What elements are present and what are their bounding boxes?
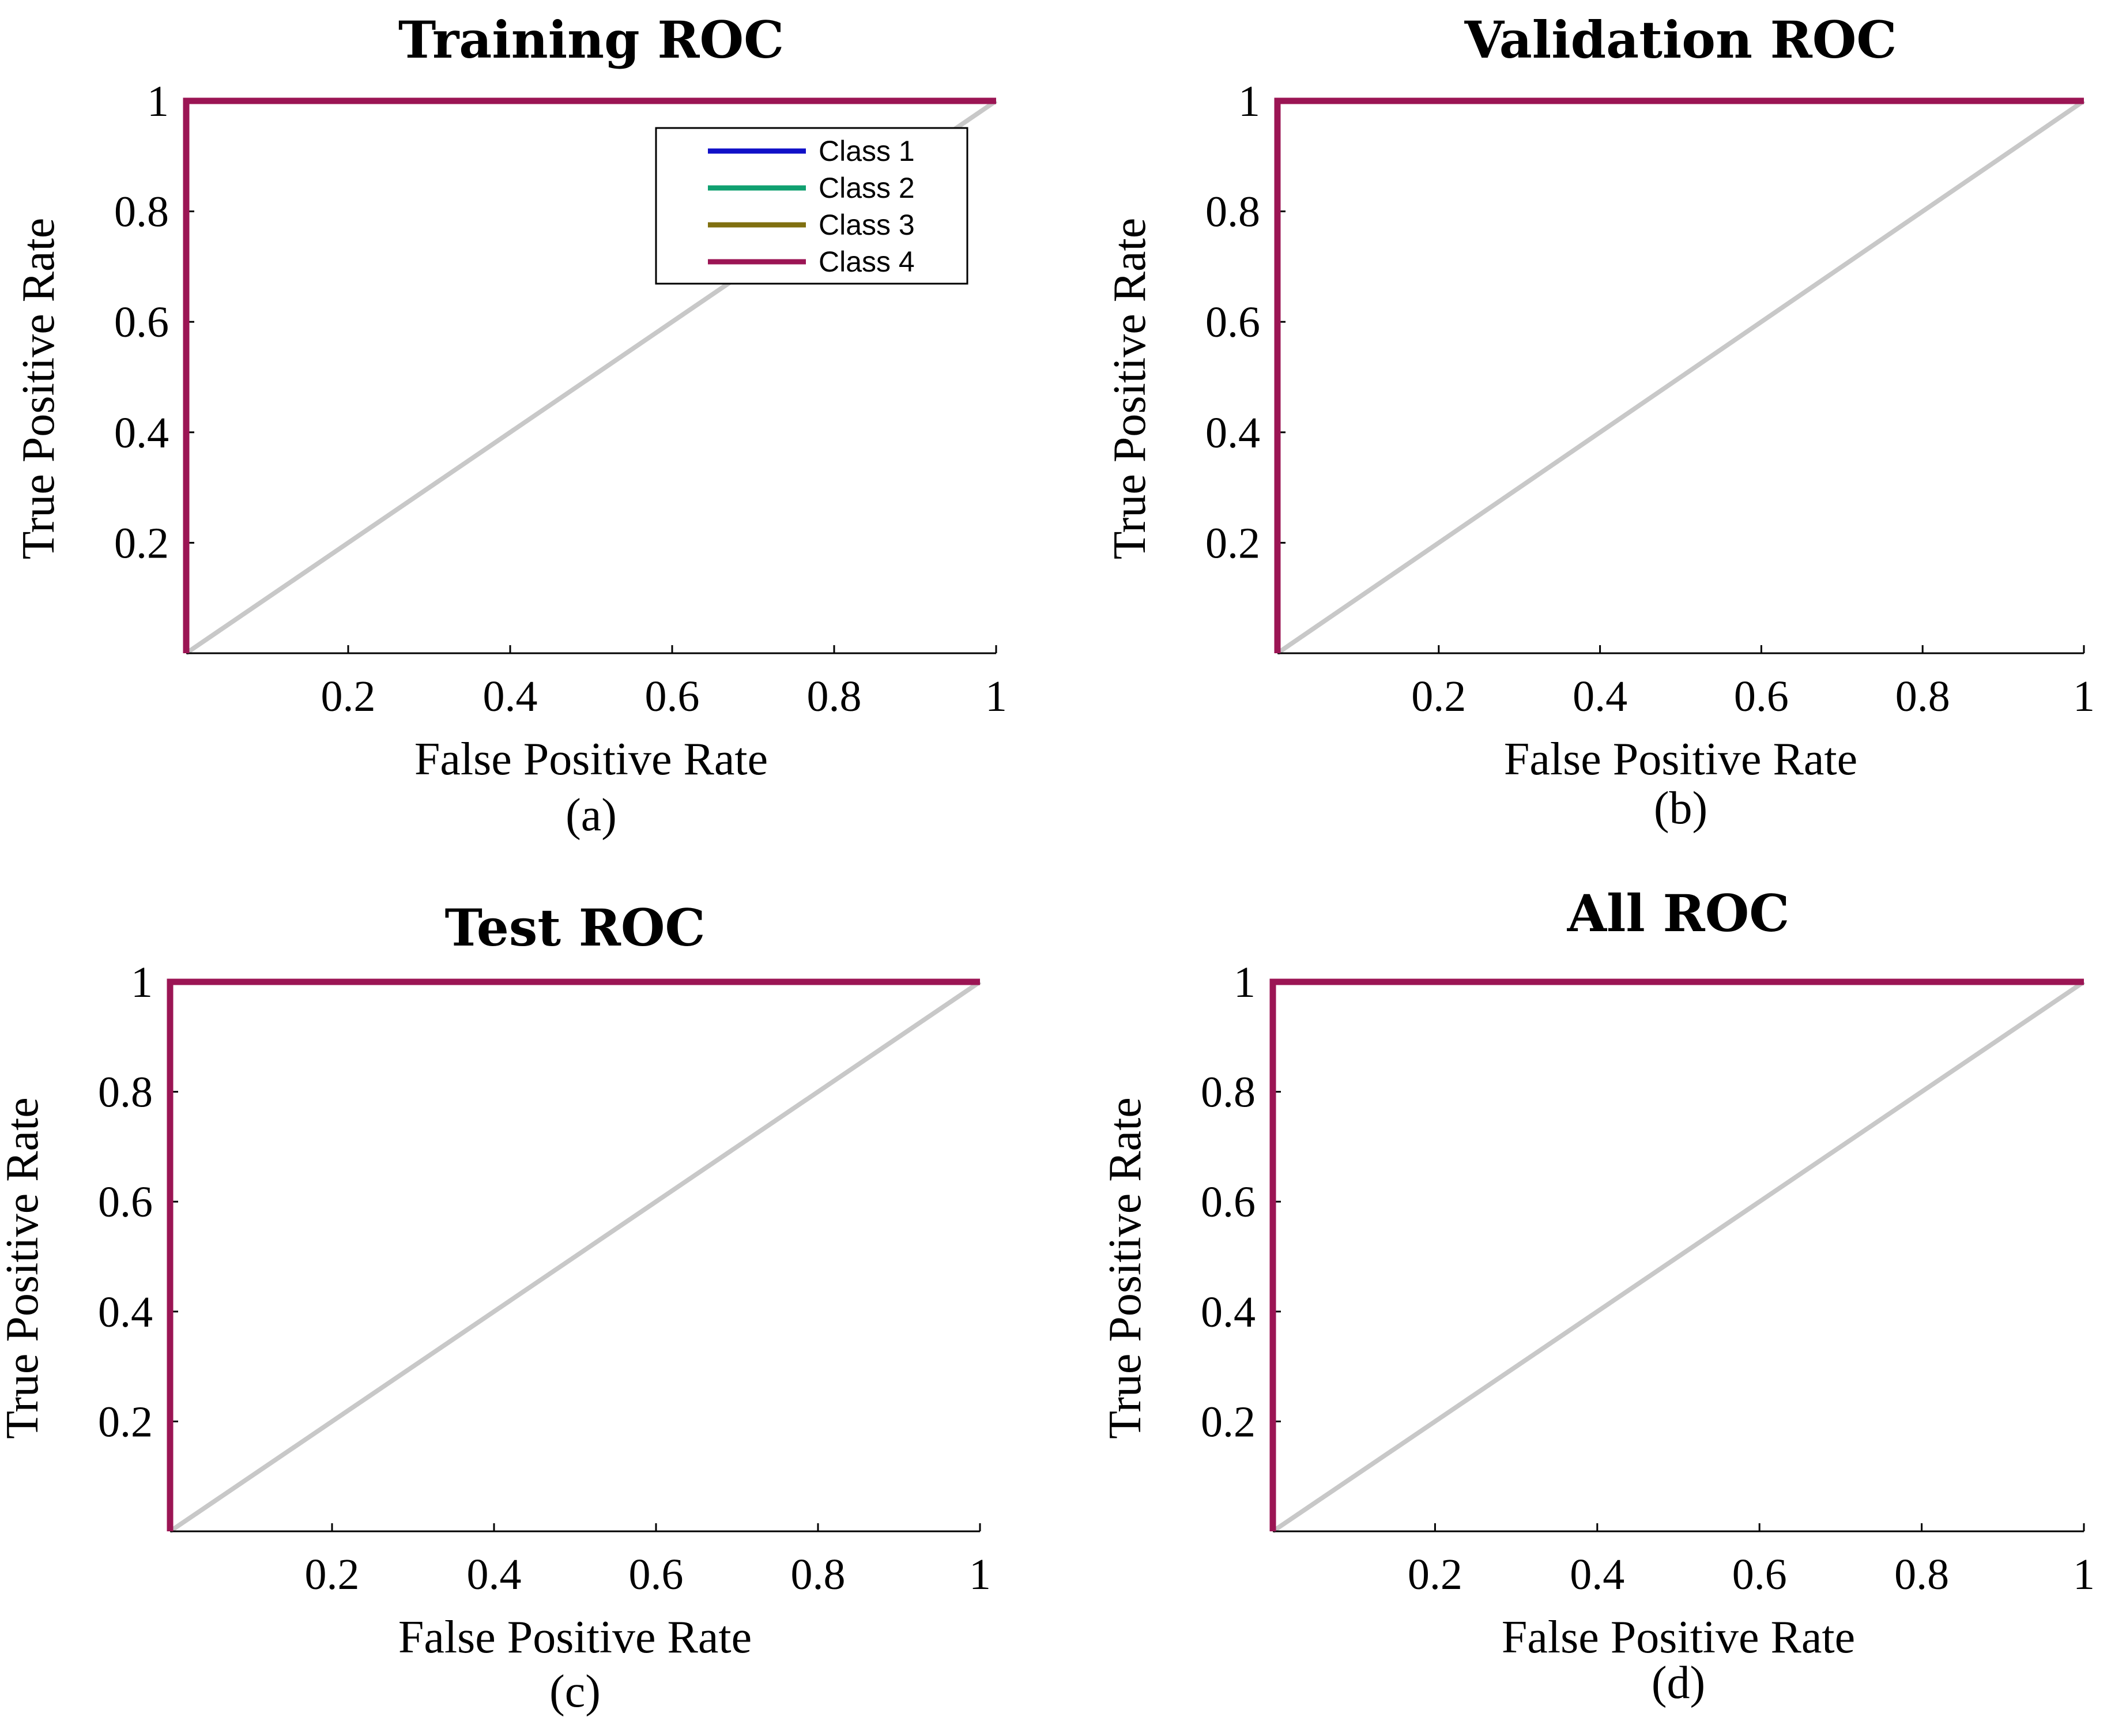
- x-tick-label: 0.2: [305, 1550, 360, 1599]
- roc-panel-a: Training ROC 0.2 0.4 0.6 0.8 1 0.2 0.4 0.6 0.8 1 Fa…: [13, 10, 1007, 841]
- x-tick-label: 0.2: [1411, 672, 1466, 721]
- y-tick-label: 0.4: [98, 1288, 153, 1336]
- x-tick-label: 0.2: [321, 672, 376, 721]
- roc-panel-c: Test ROC 0.2 0.4 0.6 0.8 1 0.2 0.4 0.6 0.8 1 False …: [0, 898, 991, 1717]
- panel-title: All ROC: [1567, 883, 1790, 943]
- y-tick-label: 0.4: [1205, 409, 1260, 457]
- roc-panel-b: Validation ROC 0.2 0.4 0.6 0.8 1 0.2 0.4 0.6 0.8 1…: [1104, 10, 2095, 834]
- y-tick-label: 0.6: [114, 298, 169, 347]
- y-tick-label: 1: [1234, 958, 1256, 1007]
- y-tick-label: 0.8: [1201, 1068, 1256, 1117]
- chance-diagonal-line: [168, 980, 982, 1534]
- x-tick-label: 0.4: [483, 672, 538, 721]
- y-tick-label: 1: [1238, 77, 1260, 126]
- x-tick-label: 0.8: [791, 1550, 846, 1599]
- x-tick-label: 1: [969, 1550, 991, 1599]
- panel-title: Test ROC: [444, 898, 705, 958]
- x-tick-label: 0.4: [1570, 1550, 1624, 1599]
- roc-curve-class-4: [1274, 97, 2084, 653]
- roc-panel-d: All ROC 0.2 0.4 0.6 0.8 1 0.2 0.4 0.6 0.8 1 False P…: [1100, 883, 2095, 1708]
- x-axis-label: False Positive Rate: [398, 1612, 752, 1663]
- y-axis-label: True Positive Rate: [0, 1097, 48, 1439]
- roc-curve-class-4: [183, 97, 996, 653]
- y-tick-label: 0.6: [1205, 298, 1260, 347]
- y-axis-label: True Positive Rate: [1104, 218, 1155, 560]
- chance-diagonal-line: [1271, 980, 2086, 1534]
- x-tick-label: 0.6: [1732, 1550, 1787, 1599]
- y-tick-label: 0.6: [98, 1178, 153, 1226]
- roc-curve-class-4: [1269, 978, 2084, 1531]
- panel-title: Validation ROC: [1464, 10, 1897, 70]
- panel-caption: (c): [549, 1666, 601, 1717]
- y-axis-label: True Positive Rate: [1100, 1097, 1151, 1439]
- legend-entry-label: Class 3: [819, 209, 915, 241]
- x-tick-label: 0.6: [645, 672, 700, 721]
- x-tick-label: 1: [985, 672, 1007, 721]
- y-tick-label: 1: [147, 77, 169, 126]
- x-axis-label: False Positive Rate: [1504, 734, 1857, 785]
- x-tick-label: 0.2: [1408, 1550, 1462, 1599]
- legend-entry-label: Class 1: [819, 135, 915, 167]
- panel-caption: (d): [1652, 1658, 1705, 1708]
- x-tick-label: 0.8: [1895, 672, 1950, 721]
- legend-entry-label: Class 4: [819, 246, 915, 278]
- y-tick-label: 0.4: [114, 409, 169, 457]
- y-tick-label: 0.2: [98, 1398, 153, 1446]
- x-tick-label: 0.6: [629, 1550, 684, 1599]
- x-tick-label: 0.8: [1894, 1550, 1949, 1599]
- y-tick-label: 0.4: [1201, 1288, 1256, 1336]
- legend-entry-label: Class 2: [819, 172, 915, 204]
- chance-diagonal-line: [1276, 99, 2086, 656]
- x-tick-label: 1: [2073, 1550, 2095, 1599]
- x-tick-label: 0.4: [1573, 672, 1627, 721]
- panel-caption: (a): [566, 790, 617, 841]
- x-axis-label: False Positive Rate: [414, 734, 768, 785]
- y-tick-label: 0.2: [1201, 1398, 1256, 1446]
- x-tick-label: 1: [2073, 672, 2095, 721]
- roc-curve-class-4: [167, 978, 980, 1531]
- x-tick-label: 0.8: [807, 672, 862, 721]
- x-tick-label: 0.6: [1734, 672, 1789, 721]
- x-axis-label: False Positive Rate: [1502, 1612, 1855, 1663]
- x-tick-label: 0.4: [467, 1550, 522, 1599]
- panel-title: Training ROC: [398, 10, 784, 70]
- panel-caption: (b): [1654, 783, 1707, 834]
- y-tick-label: 0.8: [98, 1068, 153, 1117]
- y-tick-label: 0.8: [1205, 188, 1260, 236]
- legend-box: [655, 127, 968, 285]
- y-tick-label: 0.2: [114, 519, 169, 567]
- y-axis-label: True Positive Rate: [13, 218, 64, 560]
- y-tick-label: 0.8: [114, 188, 169, 236]
- y-tick-label: 0.6: [1201, 1178, 1256, 1226]
- chart-legend: Class 1 Class 2 Class 3 Class 4: [655, 127, 968, 285]
- y-tick-label: 1: [131, 958, 153, 1007]
- y-tick-label: 0.2: [1205, 519, 1260, 567]
